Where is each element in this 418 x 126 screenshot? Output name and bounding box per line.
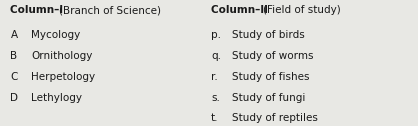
Text: q.: q. — [211, 51, 221, 61]
Text: (Branch of Science): (Branch of Science) — [59, 5, 161, 15]
Text: Column–II: Column–II — [211, 5, 272, 15]
Text: Study of reptiles: Study of reptiles — [232, 113, 318, 123]
Text: Study of fishes: Study of fishes — [232, 72, 309, 82]
Text: Ornithology: Ornithology — [31, 51, 93, 61]
Text: Lethylogy: Lethylogy — [31, 93, 82, 103]
Text: Study of birds: Study of birds — [232, 30, 305, 40]
Text: Study of fungi: Study of fungi — [232, 93, 306, 103]
Text: r.: r. — [211, 72, 218, 82]
Text: A: A — [10, 30, 18, 40]
Text: B: B — [10, 51, 18, 61]
Text: t.: t. — [211, 113, 219, 123]
Text: (Field of study): (Field of study) — [263, 5, 340, 15]
Text: C: C — [10, 72, 18, 82]
Text: Mycology: Mycology — [31, 30, 81, 40]
Text: Herpetology: Herpetology — [31, 72, 95, 82]
Text: Study of worms: Study of worms — [232, 51, 314, 61]
Text: D: D — [10, 93, 18, 103]
Text: s.: s. — [211, 93, 220, 103]
Text: p.: p. — [211, 30, 221, 40]
Text: Column–I: Column–I — [10, 5, 67, 15]
